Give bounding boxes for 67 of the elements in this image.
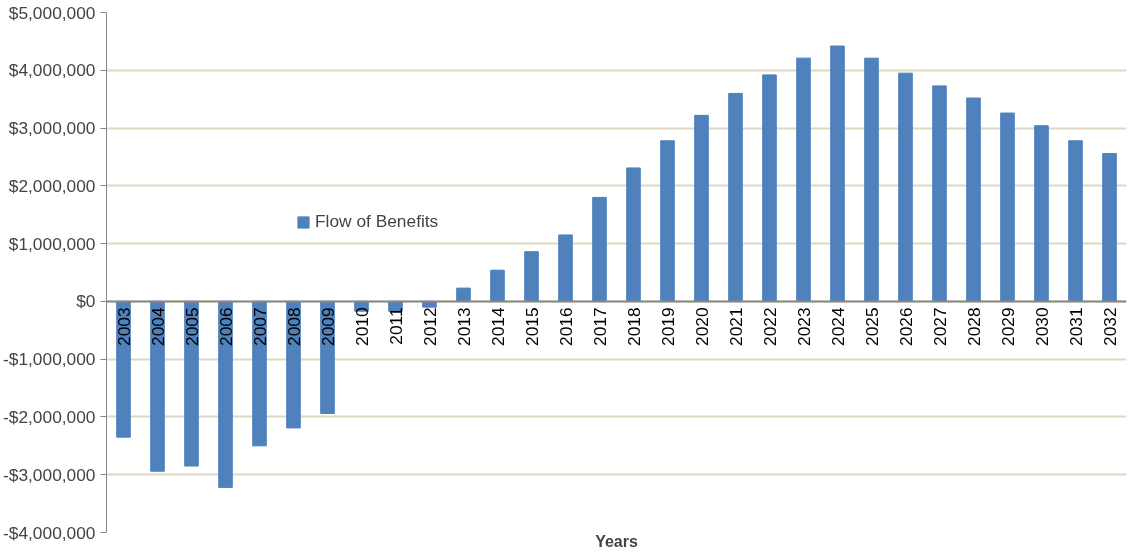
x-tick-label: 2029: [997, 307, 1018, 346]
x-tick-label: 2020: [691, 307, 712, 346]
bar: [218, 300, 233, 488]
y-tick-label: -$1,000,000: [3, 349, 96, 370]
x-tick-label: 2023: [793, 307, 814, 346]
x-tick-label: 2024: [827, 307, 848, 346]
bar: [694, 114, 709, 302]
bar: [966, 97, 981, 302]
bar: [626, 167, 641, 302]
y-tick-label: $0: [76, 291, 96, 312]
x-tick-label: 2015: [521, 307, 542, 346]
x-tick-label: 2030: [1031, 307, 1052, 346]
y-tick-label: $3,000,000: [8, 118, 96, 139]
bar: [592, 196, 607, 302]
x-tick-label: 2025: [861, 307, 882, 346]
x-tick-label: 2019: [657, 307, 678, 346]
x-tick-label: 2016: [555, 307, 576, 346]
bar: [422, 300, 437, 308]
y-tick-label: -$3,000,000: [3, 464, 96, 485]
bar: [524, 251, 539, 302]
bar: [830, 45, 845, 302]
bar: [1000, 112, 1015, 302]
x-tick-label: 2032: [1099, 307, 1120, 346]
y-tick-label: $2,000,000: [8, 175, 96, 196]
x-tick-label: 2022: [759, 307, 780, 346]
x-tick-label: 2012: [419, 307, 440, 346]
x-tick-label: 2008: [283, 307, 304, 346]
x-axis-title: Years: [595, 532, 638, 550]
y-tick-label: -$4,000,000: [3, 522, 96, 543]
bar: [558, 234, 573, 302]
x-tick-label: 2009: [317, 307, 338, 346]
bar: [1068, 140, 1083, 302]
bar: [932, 85, 947, 302]
x-tick-label: 2027: [929, 307, 950, 346]
bar: [898, 72, 913, 302]
bar: [184, 300, 199, 467]
x-tick-label: 2005: [181, 307, 202, 346]
legend-label: Flow of Benefits: [315, 211, 439, 232]
y-tick-label: $5,000,000: [8, 2, 96, 23]
x-tick-label: 2014: [487, 307, 508, 346]
x-tick-label: 2017: [589, 307, 610, 346]
bar: [490, 269, 505, 302]
x-tick-label: 2028: [963, 307, 984, 346]
bar: [150, 300, 165, 472]
y-tick-label: -$2,000,000: [3, 406, 96, 427]
bar: [1102, 152, 1117, 302]
y-tick-label: $1,000,000: [8, 233, 96, 254]
bar: [864, 57, 879, 302]
bar: [796, 57, 811, 302]
bar: [660, 140, 675, 302]
x-tick-label: 2003: [113, 307, 134, 346]
x-tick-label: 2013: [453, 307, 474, 346]
x-tick-label: 2026: [895, 307, 916, 346]
x-tick-label: 2031: [1065, 307, 1086, 346]
x-tick-label: 2006: [215, 307, 236, 346]
x-tick-label: 2018: [623, 307, 644, 346]
y-tick-label: $4,000,000: [8, 60, 96, 81]
bar: [456, 287, 471, 302]
bar: [762, 74, 777, 302]
bar: [252, 300, 267, 447]
x-tick-label: 2004: [147, 307, 168, 346]
x-tick-label: 2021: [725, 307, 746, 346]
bar: [728, 92, 743, 302]
bar: [1034, 125, 1049, 302]
x-tick-label: 2007: [249, 307, 270, 346]
x-tick-label: 2011: [385, 307, 406, 345]
x-tick-label: 2010: [351, 307, 372, 346]
